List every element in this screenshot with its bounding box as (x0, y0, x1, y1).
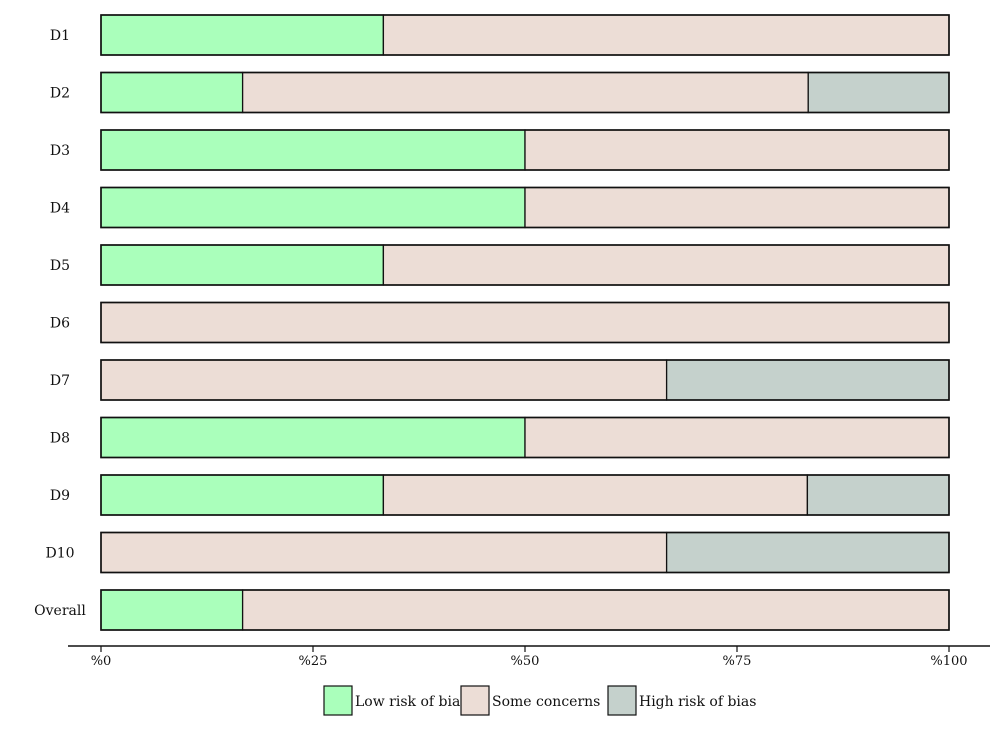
bar-segment-d7-series-1 (100, 359, 668, 401)
category-label: D9 (50, 488, 70, 504)
x-tick-label: %50 (511, 654, 540, 669)
bar-segment-d9-series-0 (100, 474, 385, 516)
category-label: D7 (50, 373, 70, 389)
bar-segment-d9-series-1 (382, 474, 809, 516)
bar-segment-d9-series-2 (806, 474, 950, 516)
bar-segment-d10-series-2 (665, 531, 950, 574)
x-tick-label: %75 (723, 654, 752, 669)
bar-segment-overall-series-0 (100, 589, 244, 631)
bar-segment-d7-series-2 (665, 359, 950, 401)
legend-label: High risk of bias (639, 694, 756, 710)
bar-segment-d1-series-0 (100, 14, 385, 56)
bar-outline-d4 (100, 186, 950, 229)
bar-segment-d3-series-0 (100, 129, 526, 171)
bar-outline-d10 (100, 531, 950, 574)
bar-segment-d2-series-0 (100, 71, 244, 114)
x-axis-ticks: %0 %25 %50 %75 %100 (91, 646, 968, 669)
bar-segment-d5-series-1 (382, 244, 950, 286)
legend: Low risk of bias Some concerns High risk o… (323, 685, 756, 716)
bar-outline-overall (100, 589, 950, 631)
bar-segment-d2-series-1 (241, 71, 809, 114)
bar-segment-d8-series-1 (524, 416, 950, 459)
legend-label: Some concerns (492, 694, 600, 710)
legend-label: Low risk of bias (355, 694, 467, 710)
category-label: D1 (50, 28, 70, 44)
bar-outline-d3 (100, 129, 950, 171)
bar-outline-d2 (100, 71, 950, 114)
bar-segment-d6-series-1 (100, 301, 950, 344)
bar-segment-d1-series-1 (382, 14, 950, 56)
category-labels: D1 D2 D3 D4 D5 D6 D7 D8 D9 D10 Overall (34, 28, 86, 619)
category-label: D6 (50, 316, 70, 332)
bar-segment-overall-series-1 (241, 589, 950, 631)
bar-segment-d8-series-0 (100, 416, 526, 459)
x-tick-label: %0 (91, 654, 112, 669)
category-label: D5 (50, 258, 70, 274)
bar-outline-d6 (100, 301, 950, 344)
bar-segment-d3-series-1 (524, 129, 950, 171)
bar-segment-d4-series-1 (524, 186, 950, 229)
bar-segment-d10-series-1 (100, 531, 668, 574)
x-tick-label: %25 (299, 654, 328, 669)
bar-outline-d7 (100, 359, 950, 401)
legend-swatch (607, 685, 637, 716)
category-label: D2 (50, 86, 70, 102)
bar-outline-d1 (100, 14, 950, 56)
category-label: D8 (50, 431, 70, 447)
bar-group (100, 14, 950, 631)
bar-segment-d5-series-0 (100, 244, 385, 286)
bar-outline-d8 (100, 416, 950, 459)
category-label: Overall (34, 603, 86, 619)
bar-segment-d2-series-2 (807, 71, 950, 114)
category-label: D10 (45, 546, 74, 562)
bar-outline-d9 (100, 474, 950, 516)
bar-outline-d5 (100, 244, 950, 286)
bar-segment-d4-series-0 (100, 186, 526, 229)
x-tick-label: %100 (930, 654, 967, 669)
category-label: D4 (50, 201, 70, 217)
legend-swatch (323, 685, 353, 716)
legend-swatch (460, 685, 490, 716)
category-label: D3 (50, 143, 70, 159)
